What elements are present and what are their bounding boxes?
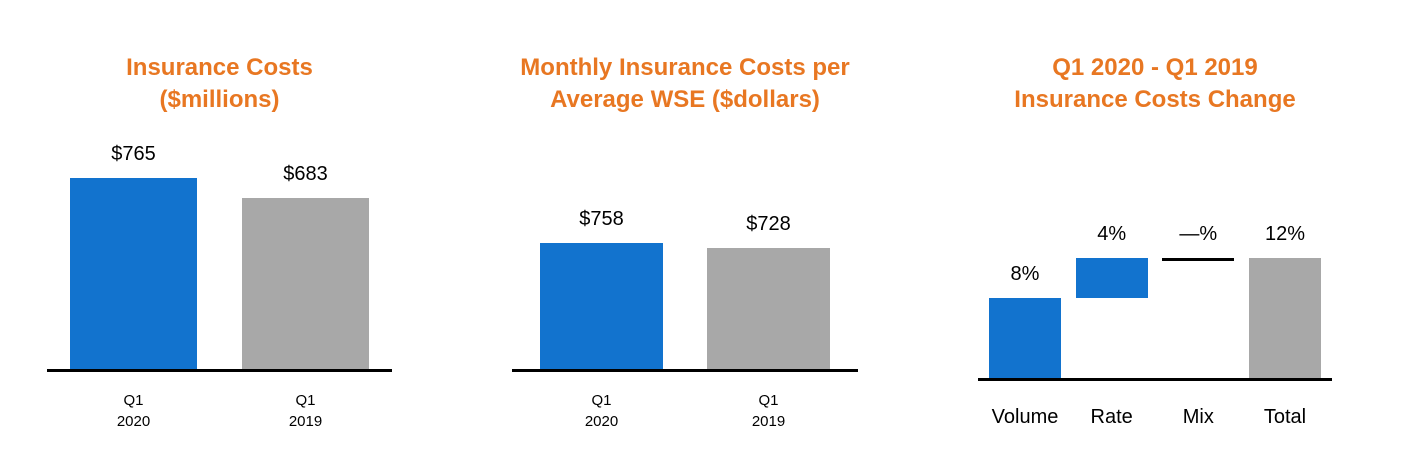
chart-title: Monthly Insurance Costs per Average WSE … (520, 54, 850, 113)
plot-area: 8% 4% —% 12% (978, 178, 1332, 381)
column-q1-2020: $765 (70, 143, 197, 369)
data-label: $728 (746, 212, 791, 235)
column-q1-2019: $683 (242, 163, 369, 369)
data-label: $683 (283, 163, 328, 186)
data-label: 8% (1010, 263, 1040, 285)
column-mix: —% (1162, 178, 1235, 378)
x-axis-labels: Q1 2020 Q1 2019 (512, 390, 858, 432)
data-label: 12% (1264, 223, 1305, 245)
data-label: —% (1179, 223, 1218, 245)
x-axis-labels: Volume Rate Mix Total (978, 403, 1332, 431)
data-label: $758 (579, 207, 624, 230)
column-total: 12% (1248, 178, 1321, 378)
x-axis-labels: Q1 2020 Q1 2019 (47, 390, 392, 432)
chart-insurance-costs-millions: Insurance Costs ($millions) $765 $683 Q1 … (47, 0, 392, 455)
data-label: 4% (1097, 223, 1127, 245)
bar (989, 298, 1061, 378)
bar (1248, 258, 1321, 378)
column-volume: 8% (989, 178, 1061, 378)
category-label: Total (1263, 406, 1307, 428)
chart-insurance-costs-change-waterfall: Q1 2020 - Q1 2019 Insurance Costs Change… (978, 0, 1332, 455)
column-q1-2019: $728 (707, 169, 830, 369)
category-label: Volume (991, 406, 1059, 428)
chart-title: Q1 2020 - Q1 2019 Insurance Costs Change (1014, 54, 1296, 113)
column-rate: 4% (1075, 178, 1148, 378)
category-label: Q1 2020 (116, 392, 151, 430)
category-label: Q1 2020 (584, 392, 619, 430)
bar (70, 177, 197, 369)
bar (707, 247, 830, 369)
category-label: Rate (1090, 406, 1133, 428)
category-label: Q1 2019 (751, 392, 786, 430)
plot-area: $765 $683 (47, 143, 392, 372)
bar (1075, 258, 1148, 298)
column-q1-2020: $758 (540, 169, 663, 369)
data-label: $765 (111, 142, 156, 165)
chart-monthly-costs-per-wse: Monthly Insurance Costs per Average WSE … (512, 0, 858, 455)
bar (242, 198, 369, 369)
bar (540, 242, 663, 369)
category-label: Q1 2019 (288, 392, 323, 430)
plot-area: $758 $728 (512, 169, 858, 372)
zero-change-line (1162, 258, 1235, 261)
chart-title: Insurance Costs ($millions) (126, 54, 313, 113)
category-label: Mix (1182, 406, 1214, 428)
